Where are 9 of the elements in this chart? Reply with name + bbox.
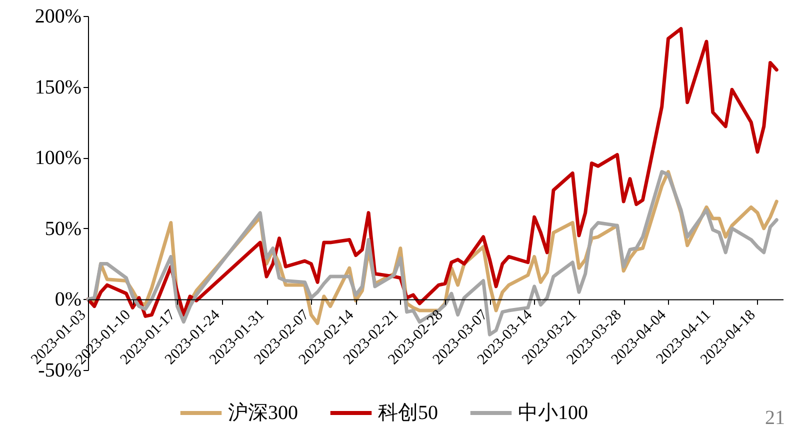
y-tick-label: 50%	[44, 218, 82, 240]
legend-label: 科创50	[378, 402, 438, 424]
legend-label: 中小100	[518, 402, 588, 424]
y-tick-label: 100%	[34, 147, 82, 170]
legend-label: 沪深300	[228, 401, 298, 424]
y-tick-label: 150%	[34, 76, 82, 98]
y-tick-label: 0%	[54, 288, 82, 311]
y-tick-label: 200%	[34, 6, 82, 28]
text: 21	[765, 407, 785, 429]
